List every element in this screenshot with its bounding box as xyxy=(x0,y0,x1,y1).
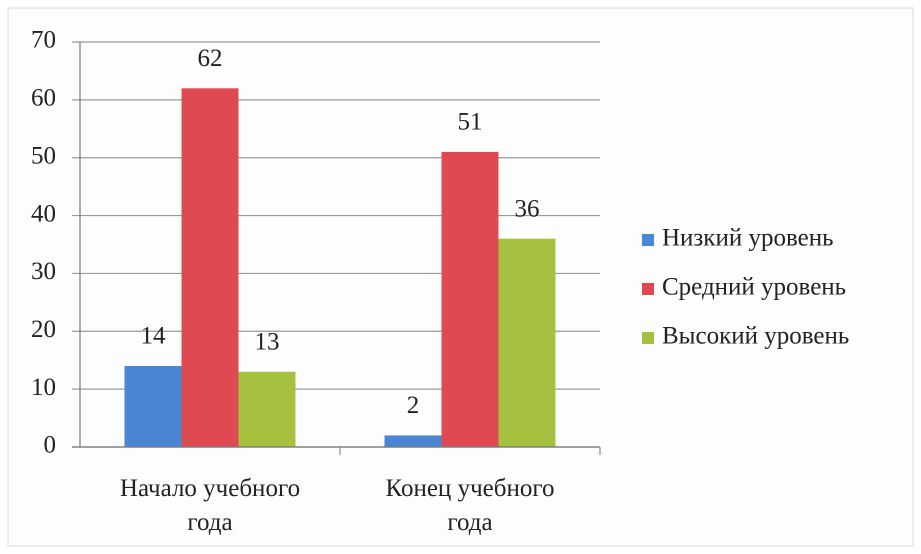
bar xyxy=(124,366,182,447)
bar xyxy=(441,151,499,447)
legend-label: Средний уровень xyxy=(662,274,846,301)
legend-swatch xyxy=(642,283,654,295)
y-tick-label: 60 xyxy=(31,85,56,112)
x-tick-label: Конец учебного года xyxy=(386,475,555,536)
legend-label: Низкий уровень xyxy=(662,225,834,252)
bar xyxy=(238,371,296,447)
value-label: 51 xyxy=(458,109,483,136)
y-tick-label: 40 xyxy=(31,200,56,227)
legend-swatch xyxy=(642,234,654,246)
y-tick-label: 10 xyxy=(31,374,56,401)
y-tick-label: 70 xyxy=(31,27,56,54)
y-tick-label: 0 xyxy=(44,432,57,459)
y-tick-label: 30 xyxy=(31,258,56,285)
bar xyxy=(181,88,239,448)
value-label: 2 xyxy=(407,392,420,419)
value-label: 62 xyxy=(198,45,223,72)
bar xyxy=(498,238,556,447)
legend-swatch xyxy=(642,332,654,344)
value-label: 13 xyxy=(255,329,280,356)
legend-label: Высокий уровень xyxy=(662,323,849,350)
y-tick-label: 50 xyxy=(31,142,56,169)
bar xyxy=(384,435,442,447)
y-tick-label: 20 xyxy=(31,316,56,343)
value-label: 36 xyxy=(515,195,540,222)
value-label: 14 xyxy=(141,323,167,350)
x-tick-label: Начало учебного года xyxy=(120,475,300,536)
